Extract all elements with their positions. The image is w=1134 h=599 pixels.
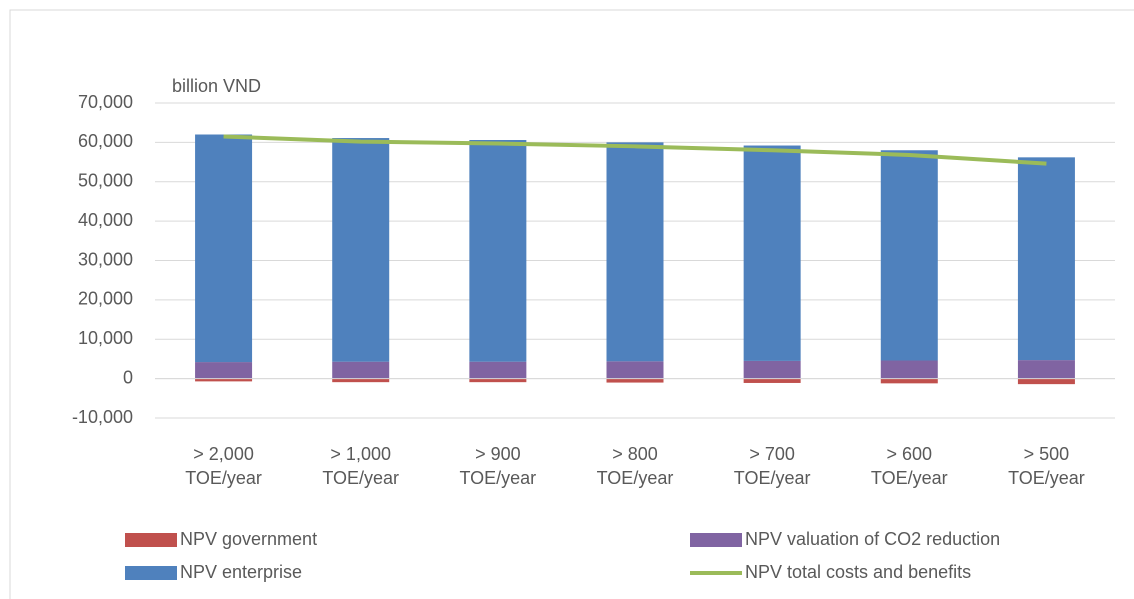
bar-segment: [743, 378, 801, 383]
legend-label: NPV government: [180, 529, 317, 549]
x-tick-label: > 1,000 TOE/year: [322, 444, 400, 488]
bar-segment: [606, 378, 664, 383]
y-axis-label: billion VND: [172, 76, 261, 96]
bar-segment: [469, 378, 527, 383]
bar-segment: [743, 145, 801, 361]
x-tick-label: > 700 TOE/year: [733, 444, 811, 488]
legend-item: NPV valuation of CO2 reduction: [690, 529, 1000, 549]
bar-segment: [195, 362, 253, 379]
x-tick-label: > 800 TOE/year: [596, 444, 674, 488]
line-series: [223, 134, 1047, 166]
legend-item: NPV enterprise: [125, 562, 302, 582]
bar-segment: [606, 142, 664, 362]
bar-segment: [469, 140, 527, 362]
legend-item: NPV total costs and benefits: [690, 562, 971, 582]
x-tick-label: > 500 TOE/year: [1008, 444, 1085, 488]
legend-item: NPV government: [125, 529, 317, 549]
y-tick-label: 40,000: [78, 210, 133, 230]
y-tick-label: -10,000: [72, 407, 133, 427]
x-tick-label: > 600 TOE/year: [870, 444, 948, 488]
bar-segment: [1017, 378, 1075, 385]
bar-segment: [332, 378, 390, 383]
x-tick-label: > 2,000 TOE/year: [185, 444, 262, 488]
bar-segment: [1017, 360, 1075, 379]
legend-marker: [125, 566, 177, 580]
bar-segment: [195, 134, 253, 363]
bar-segment: [880, 150, 938, 361]
y-tick-label: 10,000: [78, 328, 133, 348]
y-tick-label: 30,000: [78, 249, 133, 269]
x-tick-label: > 900 TOE/year: [459, 444, 537, 488]
bar-segment: [332, 138, 390, 362]
bar-segment: [1017, 157, 1075, 361]
bar-segment: [469, 361, 527, 379]
y-tick-label: 70,000: [78, 92, 133, 112]
bar-segment: [332, 361, 390, 379]
bar-segment: [880, 378, 938, 384]
legend-label: NPV enterprise: [180, 562, 302, 582]
bar-segment: [743, 360, 801, 379]
bar-segment: [606, 361, 664, 379]
legend-label: NPV valuation of CO2 reduction: [745, 529, 1000, 549]
bar-segment: [880, 360, 938, 379]
y-tick-label: 60,000: [78, 131, 133, 151]
y-tick-label: 20,000: [78, 289, 133, 309]
legend-marker: [125, 533, 177, 547]
legend-marker: [690, 533, 742, 547]
y-tick-label: 50,000: [78, 171, 133, 191]
chart-border: [9, 9, 1134, 599]
legend-label: NPV total costs and benefits: [745, 562, 971, 582]
bar-segment: [195, 378, 253, 382]
y-tick-label: 0: [123, 367, 133, 387]
